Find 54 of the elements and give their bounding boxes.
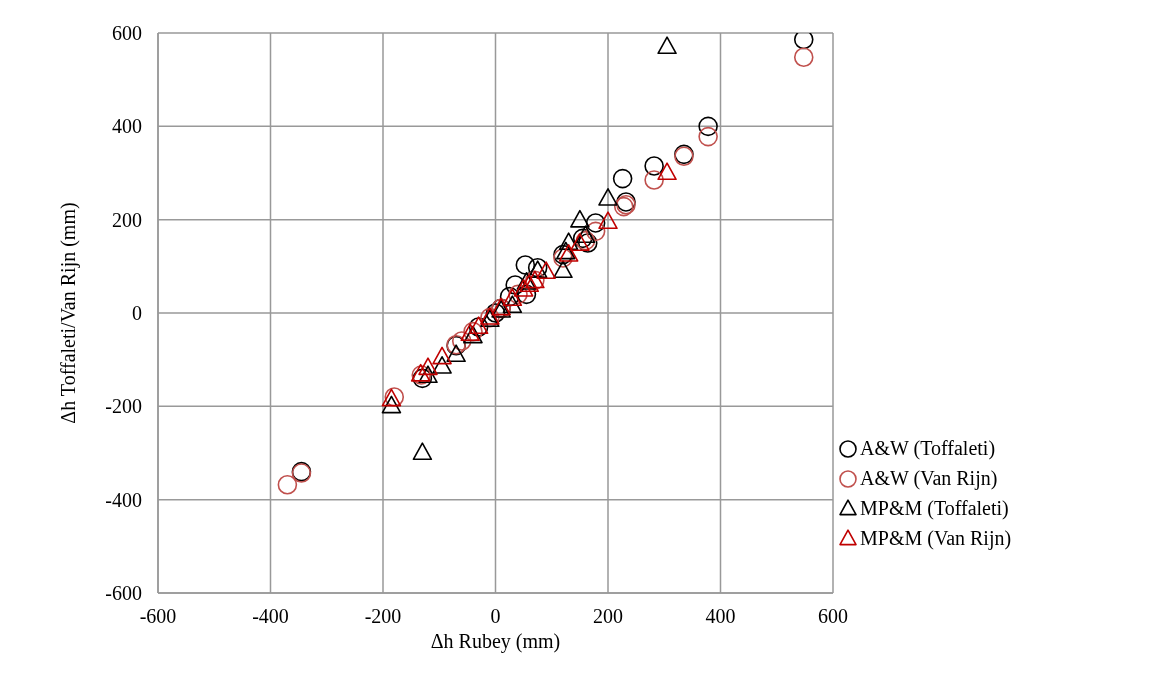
point: [412, 442, 433, 461]
point: [644, 156, 664, 176]
point: [277, 474, 298, 495]
point: [502, 295, 523, 314]
point: [657, 36, 677, 55]
y-tick-label: 200: [112, 208, 142, 231]
y-tick-label: -400: [105, 488, 142, 511]
point: [418, 365, 438, 384]
point: [657, 162, 677, 181]
x-tick-label: -400: [252, 605, 289, 628]
x-tick-label: 600: [818, 605, 848, 628]
point: [508, 284, 528, 305]
x-tick-label: 0: [490, 605, 501, 628]
y-tick-label: -600: [105, 582, 142, 605]
point: [485, 303, 506, 323]
point: [418, 357, 438, 376]
point: [553, 260, 573, 279]
legend-label: A&W (Van Rijn): [860, 466, 998, 492]
y-tick-label: -200: [105, 395, 142, 418]
legend-label: MP&M (Van Rijn): [860, 526, 1012, 552]
point: [558, 232, 579, 251]
x-tick-label: 400: [705, 605, 736, 628]
point: [698, 116, 718, 137]
point: [598, 211, 618, 230]
point: [575, 225, 596, 244]
point: [585, 221, 606, 242]
point: [515, 255, 536, 275]
point: [446, 344, 466, 363]
point: [585, 213, 606, 233]
y-tick-label: 400: [112, 115, 142, 138]
point: [451, 331, 472, 351]
point: [432, 346, 452, 365]
point: [698, 126, 718, 147]
point: [432, 355, 452, 374]
point: [516, 284, 537, 305]
point: [644, 170, 664, 190]
point: [598, 187, 618, 206]
point: [513, 278, 534, 297]
x-tick-label: -600: [139, 605, 177, 628]
x-tick-label: -200: [364, 605, 402, 628]
point: [612, 168, 633, 189]
point: [570, 233, 590, 252]
point: [570, 209, 590, 228]
legend-label: A&W (Toffaleti): [860, 436, 996, 462]
point: [381, 395, 402, 414]
y-tick-label: 600: [112, 22, 142, 45]
legend-label: MP&M (Toffaleti): [860, 496, 1009, 521]
point: [505, 275, 525, 295]
y-tick-label: 0: [132, 302, 142, 325]
x-axis-title: Δh Rubey (mm): [430, 630, 561, 653]
y-axis-title: Δh Toffaleti/Van Rijn (mm): [57, 202, 81, 424]
x-tick-label: 200: [593, 605, 623, 628]
point: [793, 47, 814, 68]
point: [536, 261, 556, 280]
